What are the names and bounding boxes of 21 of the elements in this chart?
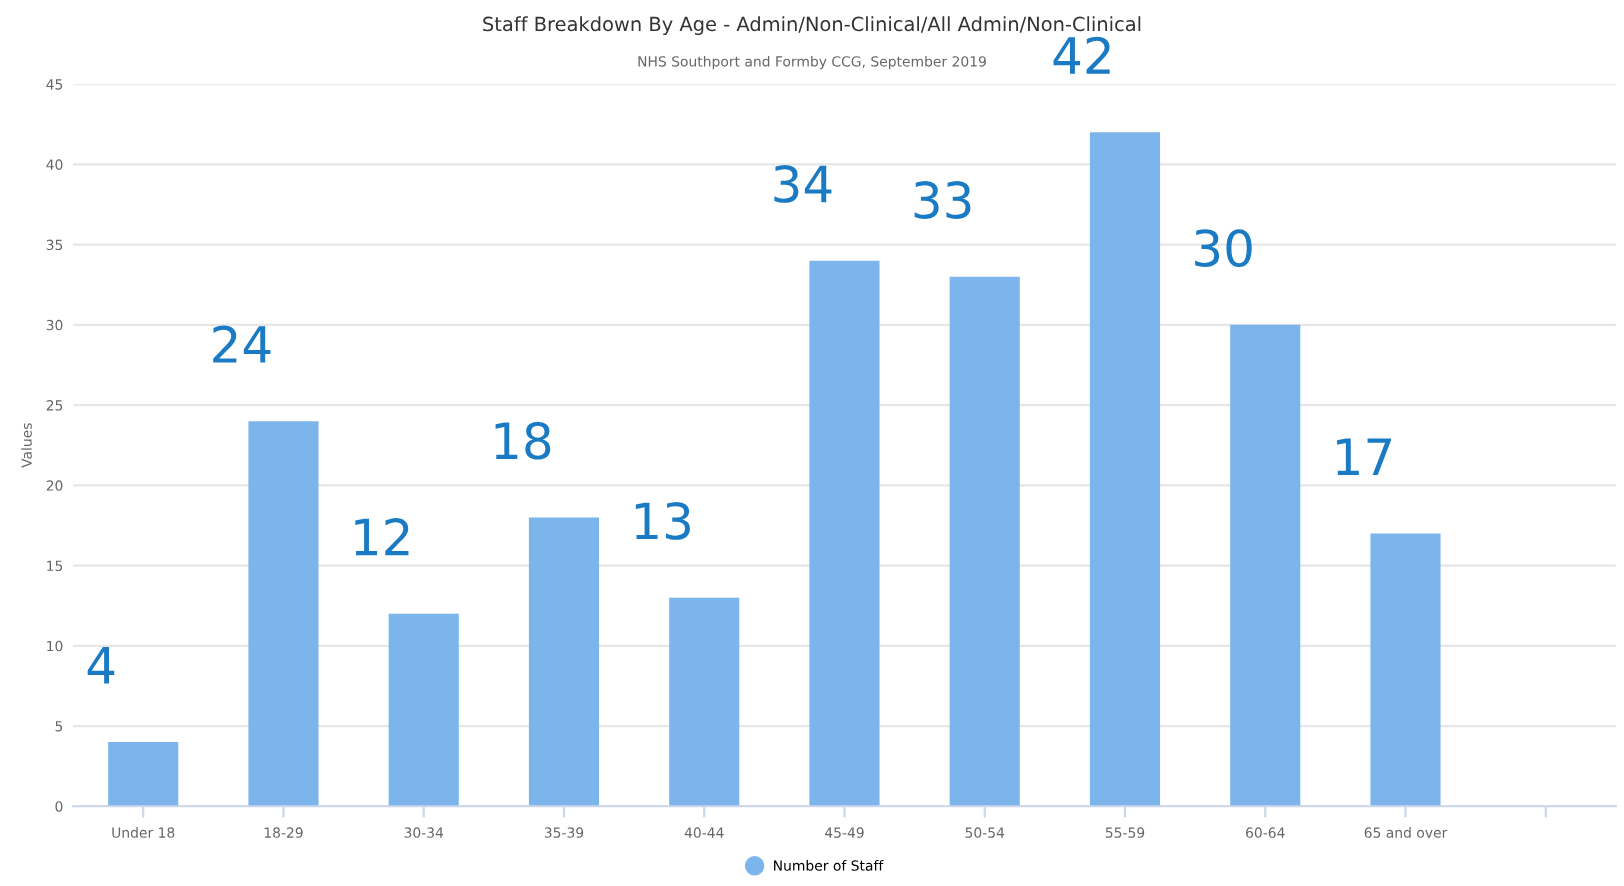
bar [1230, 324, 1301, 807]
data-label: 13 [635, 502, 690, 540]
data-label: 18 [495, 421, 551, 460]
bar [248, 421, 319, 807]
bar [669, 597, 740, 807]
bar [809, 260, 880, 807]
data-label: 4 [87, 647, 115, 684]
data-label: 33 [914, 181, 971, 219]
bar [1089, 132, 1161, 807]
data-label: 17 [1337, 438, 1391, 475]
data-label: 42 [1053, 36, 1110, 74]
bar [949, 276, 1020, 807]
chart-title: Staff Breakdown By Age - Admin/Non-Clinical/All Admin/Non-Clinical [483, 16, 1141, 36]
bar [528, 517, 600, 807]
data-label: 24 [213, 325, 271, 363]
bar [1370, 533, 1441, 807]
data-label: 34 [774, 165, 832, 203]
bar [108, 742, 179, 807]
data-label: 30 [1195, 229, 1252, 268]
data-label: 12 [355, 518, 409, 556]
bar [388, 613, 459, 807]
